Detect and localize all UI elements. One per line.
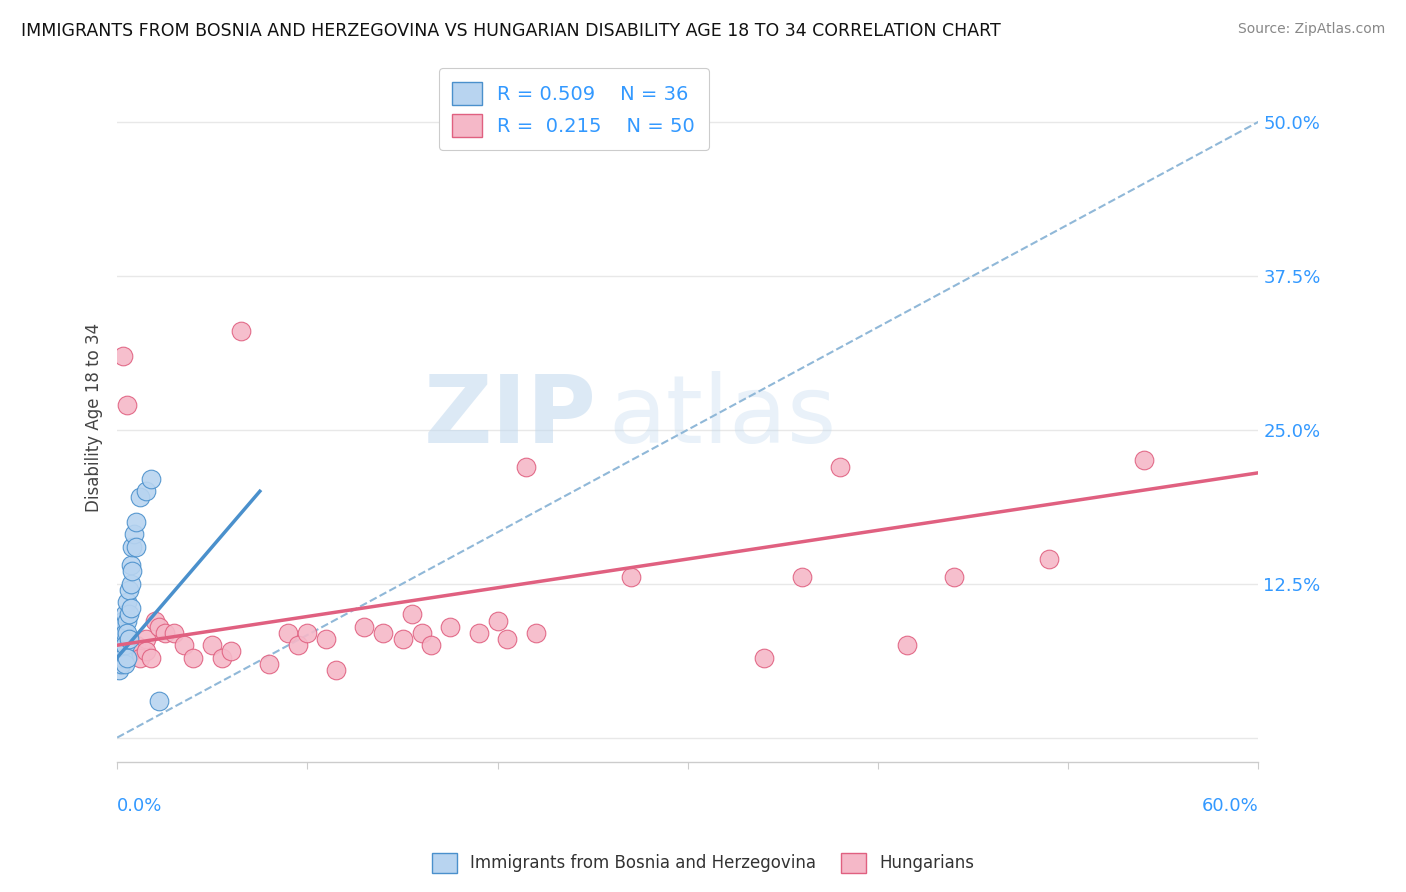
Point [943, 570, 966, 584]
Point [315, 632, 337, 646]
Point [752, 650, 775, 665]
Point [141, 472, 163, 486]
Point [141, 650, 163, 665]
Point [181, 650, 204, 665]
Point [111, 650, 134, 665]
Text: ZIP: ZIP [423, 371, 596, 463]
Point [114, 607, 136, 622]
Point [111, 620, 134, 634]
Point [115, 614, 138, 628]
Point [110, 650, 132, 665]
Text: 60.0%: 60.0% [1202, 797, 1258, 814]
Point [467, 626, 489, 640]
Point [110, 657, 132, 671]
Point [153, 626, 176, 640]
Point [173, 638, 195, 652]
Point [163, 626, 186, 640]
Point [115, 398, 138, 412]
Point [115, 595, 138, 609]
Point [114, 650, 136, 665]
Point [221, 644, 243, 658]
Point [121, 540, 143, 554]
Point [135, 484, 157, 499]
Point [111, 644, 134, 658]
Point [411, 626, 433, 640]
Legend: R = 0.509    N = 36, R =  0.215    N = 50: R = 0.509 N = 36, R = 0.215 N = 50 [439, 69, 709, 151]
Point [108, 644, 131, 658]
Point [111, 626, 134, 640]
Point [229, 324, 252, 338]
Text: atlas: atlas [607, 371, 837, 463]
Point [391, 632, 413, 646]
Point [121, 564, 143, 578]
Point [1038, 552, 1060, 566]
Point [325, 663, 347, 677]
Point [110, 632, 132, 646]
Point [117, 582, 139, 597]
Point [114, 657, 136, 671]
Y-axis label: Disability Age 18 to 34: Disability Age 18 to 34 [86, 323, 103, 512]
Point [124, 527, 146, 541]
Point [120, 576, 142, 591]
Point [401, 607, 423, 622]
Point [277, 626, 299, 640]
Point [297, 626, 319, 640]
Legend: Immigrants from Bosnia and Herzegovina, Hungarians: Immigrants from Bosnia and Herzegovina, … [425, 847, 981, 880]
Point [148, 620, 170, 634]
Point [828, 459, 851, 474]
Point [896, 638, 918, 652]
Text: Source: ZipAtlas.com: Source: ZipAtlas.com [1237, 22, 1385, 37]
Point [420, 638, 443, 652]
Point [620, 570, 643, 584]
Point [108, 657, 131, 671]
Point [111, 632, 134, 646]
Point [439, 620, 461, 634]
Point [486, 614, 509, 628]
Point [117, 638, 139, 652]
Text: IMMIGRANTS FROM BOSNIA AND HERZEGOVINA VS HUNGARIAN DISABILITY AGE 18 TO 34 CORR: IMMIGRANTS FROM BOSNIA AND HERZEGOVINA V… [21, 22, 1001, 40]
Point [111, 614, 134, 628]
Point [120, 601, 142, 615]
Point [135, 644, 157, 658]
Point [515, 459, 537, 474]
Point [117, 632, 139, 646]
Point [108, 650, 131, 665]
Point [110, 657, 132, 671]
Point [115, 626, 138, 640]
Point [125, 515, 148, 529]
Point [110, 644, 132, 658]
Point [287, 638, 309, 652]
Point [143, 614, 166, 628]
Point [373, 626, 395, 640]
Point [148, 693, 170, 707]
Point [135, 632, 157, 646]
Point [790, 570, 813, 584]
Point [117, 607, 139, 622]
Point [353, 620, 375, 634]
Point [211, 650, 233, 665]
Point [110, 638, 132, 652]
Point [108, 663, 131, 677]
Point [114, 626, 136, 640]
Point [259, 657, 281, 671]
Point [111, 349, 134, 363]
Point [129, 491, 152, 505]
Point [121, 644, 143, 658]
Point [524, 626, 547, 640]
Text: 0.0%: 0.0% [117, 797, 163, 814]
Point [1133, 453, 1156, 467]
Point [114, 638, 136, 652]
Point [496, 632, 519, 646]
Point [201, 638, 224, 652]
Point [125, 540, 148, 554]
Point [125, 638, 148, 652]
Point [120, 558, 142, 573]
Point [129, 650, 152, 665]
Point [115, 650, 138, 665]
Point [110, 650, 132, 665]
